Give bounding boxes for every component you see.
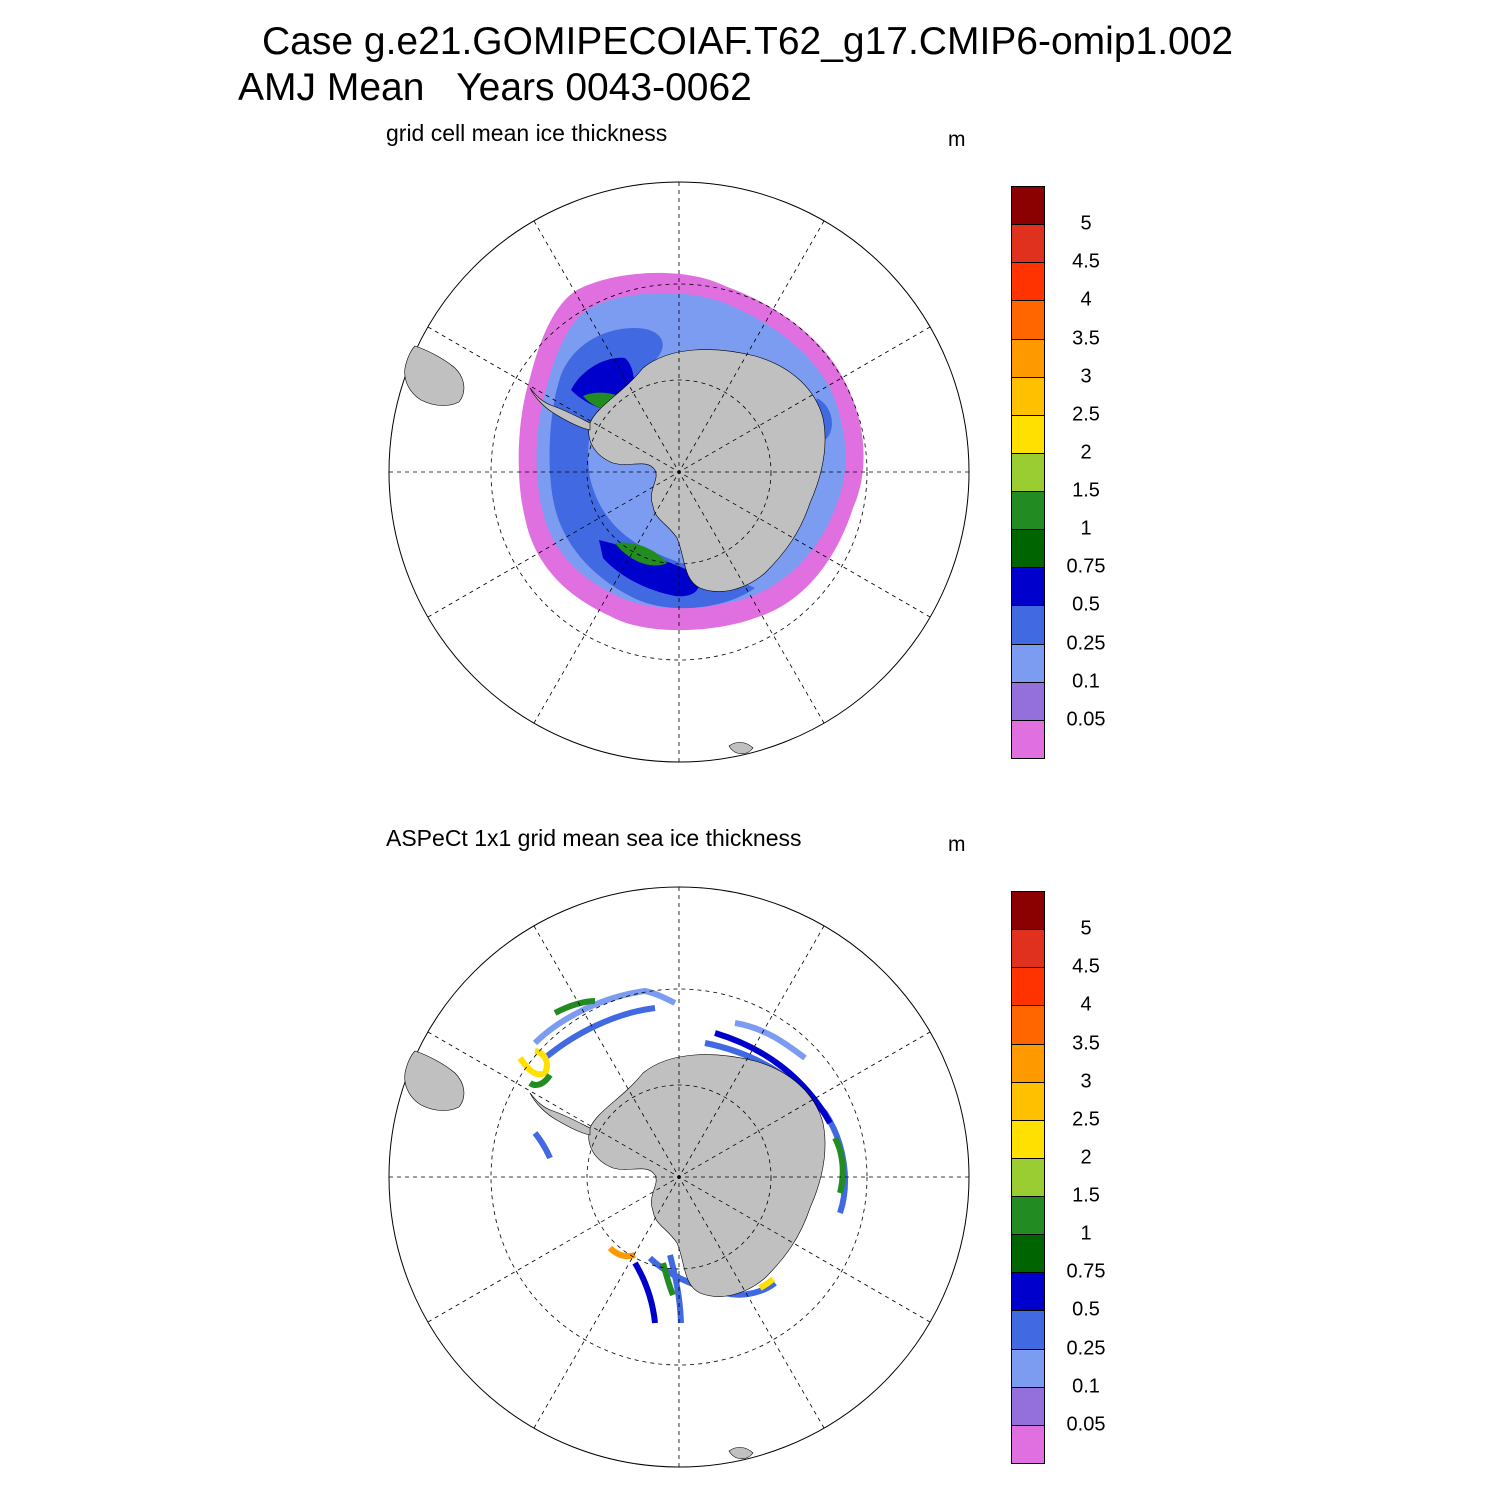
panel-top-units: m: [948, 128, 966, 151]
graticule: [389, 182, 969, 762]
colorbar-top-swatch: [1011, 605, 1045, 645]
colorbar-bottom-swatch: [1011, 1119, 1045, 1159]
track-peninsula-cluster: [517, 1048, 550, 1078]
track-east-yellow: [758, 1276, 776, 1291]
antarctica-landmass: [588, 1054, 826, 1297]
colorbar-bottom-label: 0.05: [1066, 1413, 1106, 1436]
colorbar-bottom-swatch: [1011, 967, 1045, 1007]
track-ross-3: [667, 1254, 684, 1324]
south-america-landmass: [404, 1050, 465, 1111]
panel-bottom-units: m: [948, 833, 966, 856]
colorbar-bottom-swatch: [1011, 1272, 1045, 1312]
colorbar-top-swatch: [1011, 338, 1045, 378]
track-peninsula-cluster-2: [528, 1073, 553, 1088]
ice-thick-zone-ross: [599, 540, 699, 597]
colorbar-bottom-label: 2.5: [1072, 1108, 1100, 1131]
south-america-landmass: [404, 345, 465, 406]
colorbar-bottom-swatch: [1011, 891, 1045, 931]
colorbar-top-label: 0.25: [1066, 632, 1106, 655]
colorbar-top-swatch: [1011, 224, 1045, 264]
track-indian-ocean-3: [734, 1020, 807, 1061]
colorbar-bottom-swatch: [1011, 1043, 1045, 1083]
colorbar-bottom-swatch: [1011, 1348, 1045, 1388]
track-indian-ocean-2: [714, 1030, 833, 1125]
colorbar-bottom-swatch: [1011, 1310, 1045, 1350]
track-weddell-2: [543, 1005, 656, 1061]
track-ross-2: [632, 1261, 658, 1324]
colorbar-top-swatch: [1011, 681, 1045, 721]
colorbar-top-label: 2.5: [1072, 403, 1100, 426]
track-ross-green: [660, 1262, 676, 1297]
colorbar-bottom-swatch: [1011, 1157, 1045, 1198]
colorbar-top-swatch: [1011, 262, 1045, 302]
colorbar-top-swatch: [1011, 719, 1045, 759]
colorbar-bottom-label: 3: [1080, 1070, 1092, 1093]
colorbar-top: 5 4.5 4 3.5 3 2.5 2 1.5 1 0.75 0.5 0.25 0.1 0.05: [1011, 186, 1121, 759]
colorbar-bottom-label: 0.1: [1072, 1375, 1100, 1398]
colorbar-bottom-swatch: [1011, 929, 1045, 969]
colorbar-top-label: 3.5: [1072, 327, 1100, 350]
track-weddell-green: [553, 998, 596, 1016]
colorbar-top-label: 5: [1080, 212, 1092, 235]
track-east-green: [832, 1136, 846, 1194]
colorbar-top-label: 4.5: [1072, 250, 1100, 273]
africa-tip-landmass: [728, 742, 754, 755]
colorbar-bottom-swatch: [1011, 1386, 1045, 1426]
colorbar-top-label: 0.1: [1072, 670, 1100, 693]
colorbar-bottom-label: 4.5: [1072, 955, 1100, 978]
colorbar-top-label: 0.75: [1066, 555, 1106, 578]
antarctica-landmass: [588, 349, 826, 592]
colorbar-top-swatch: [1011, 452, 1045, 493]
ice-green-ross: [615, 542, 667, 566]
model-ice-thickness-map: [388, 181, 970, 763]
colorbar-bottom-swatch: [1011, 1234, 1045, 1274]
panel-bottom-title: ASPeCt 1x1 grid mean sea ice thickness: [386, 825, 802, 851]
colorbar-top-label: 0.05: [1066, 708, 1106, 731]
colorbar-top-swatch: [1011, 643, 1045, 683]
colorbar-top-swatch: [1011, 414, 1045, 454]
panel-top-title: grid cell mean ice thickness: [386, 120, 668, 146]
colorbar-bottom-label: 0.75: [1066, 1260, 1106, 1283]
colorbar-bottom-label: 1.5: [1072, 1184, 1100, 1207]
colorbar-top-swatch: [1011, 491, 1045, 531]
colorbar-top-label: 1: [1080, 517, 1092, 540]
colorbar-top-label: 3: [1080, 365, 1092, 388]
colorbar-bottom-swatch: [1011, 1196, 1045, 1236]
colorbar-bottom-swatch: [1011, 1005, 1045, 1045]
colorbar-top-swatch: [1011, 300, 1045, 340]
antarctic-peninsula: [529, 1092, 591, 1136]
colorbar-top-label: 1.5: [1072, 479, 1100, 502]
track-bellingshausen: [532, 1131, 553, 1160]
track-weddell: [532, 987, 677, 1046]
colorbar-bottom-swatch: [1011, 1081, 1045, 1121]
africa-tip-landmass: [728, 1447, 754, 1460]
colorbar-bottom-label: 4: [1080, 993, 1092, 1016]
colorbar-top-label: 4: [1080, 288, 1092, 311]
colorbar-top-label: 2: [1080, 441, 1092, 464]
figure-title-line2: AMJ Mean Years 0043-0062: [238, 66, 752, 109]
aspect-observation-tracks: [517, 987, 848, 1324]
colorbar-bottom-label: 0.5: [1072, 1298, 1100, 1321]
colorbar-bottom: 5 4.5 4 3.5 3 2.5 2 1.5 1 0.75 0.5 0.25 0.1 0.05: [1011, 891, 1121, 1464]
colorbar-top-label: 0.5: [1072, 593, 1100, 616]
colorbar-top-swatch: [1011, 567, 1045, 607]
colorbar-top-swatch: [1011, 376, 1045, 416]
track-amundsen-orange: [607, 1245, 636, 1260]
colorbar-bottom-label: 3.5: [1072, 1032, 1100, 1055]
aspect-ice-thickness-map: [388, 886, 970, 1468]
colorbar-top-swatch: [1011, 529, 1045, 569]
colorbar-bottom-label: 5: [1080, 917, 1092, 940]
graticule: [389, 887, 969, 1467]
figure-title-line1: Case g.e21.GOMIPECOIAF.T62_g17.CMIP6-omi…: [262, 20, 1234, 63]
colorbar-top-swatch: [1011, 186, 1045, 226]
antarctic-peninsula: [529, 387, 591, 431]
colorbar-bottom-swatch: [1011, 1424, 1045, 1464]
colorbar-bottom-label: 1: [1080, 1222, 1092, 1245]
colorbar-bottom-label: 0.25: [1066, 1337, 1106, 1360]
colorbar-bottom-label: 2: [1080, 1146, 1092, 1169]
